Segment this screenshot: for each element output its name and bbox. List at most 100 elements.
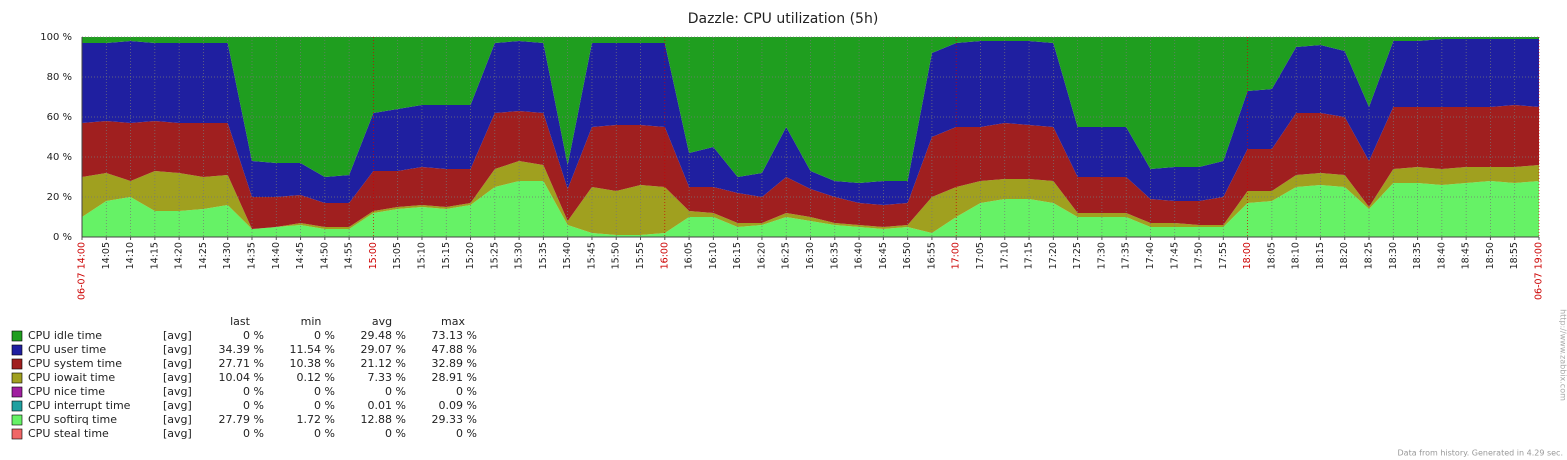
x-tick-label: 17:40 (1145, 242, 1156, 269)
legend-swatch (11, 344, 23, 356)
legend-value: 0 % (314, 385, 335, 398)
legend-function: [avg] (163, 343, 192, 356)
x-tick-label: 18:10 (1291, 242, 1302, 269)
y-tick-label: 100 % (40, 32, 72, 43)
x-tick-label: 18:15 (1315, 242, 1326, 269)
legend-value: 10.04 % (219, 371, 264, 384)
x-tick-label: 17:45 (1169, 242, 1180, 269)
legend-entry: CPU softirq time (28, 413, 117, 426)
legend-function: [avg] (163, 329, 192, 342)
legend-entry: CPU user time (28, 343, 106, 356)
x-tick-label: 16:00 (659, 242, 670, 269)
x-tick-label: 14:50 (319, 242, 330, 269)
x-tick-label: 18:20 (1339, 242, 1350, 269)
legend-value: 73.13 % (432, 329, 477, 342)
x-tick-label: 16:45 (878, 242, 889, 269)
x-tick-label: 18:40 (1436, 242, 1447, 269)
legend-swatch (11, 386, 23, 398)
legend-value: 0 % (385, 427, 406, 440)
legend-value: 10.38 % (290, 357, 335, 370)
x-tick-label: 17:25 (1072, 242, 1083, 269)
footer: Data from history. Generated in 4.29 sec… (1398, 449, 1563, 458)
legend-value: 21.12 % (361, 357, 406, 370)
x-tick-label: 17:05 (975, 242, 986, 269)
x-tick-label: 16:05 (684, 242, 695, 269)
x-tick-label: 16:30 (805, 242, 816, 269)
legend-value: 1.72 % (297, 413, 335, 426)
legend-value: 0 % (314, 399, 335, 412)
x-tick-label: 14:10 (125, 242, 136, 269)
x-tick-label: 17:50 (1194, 242, 1205, 269)
x-tick-label: 15:30 (514, 242, 525, 269)
legend-value: 0 % (243, 329, 264, 342)
x-tick-label: 15:45 (586, 242, 597, 269)
x-tick-label: 16:10 (708, 242, 719, 269)
x-tick-label: 14:35 (246, 242, 257, 269)
x-tick-label: 17:55 (1218, 242, 1229, 269)
x-tick-label: 15:05 (392, 242, 403, 269)
x-tick-label: 15:35 (538, 242, 549, 269)
legend-swatch (11, 358, 23, 370)
legend-value: 29.48 % (361, 329, 406, 342)
legend-value: 0 % (243, 385, 264, 398)
x-tick-label: 18:05 (1266, 242, 1277, 269)
x-tick-label: 15:00 (368, 242, 379, 269)
x-tick-label: 16:55 (926, 242, 937, 269)
legend-function: [avg] (163, 399, 192, 412)
legend-value: 27.79 % (219, 413, 264, 426)
x-tick-label: 15:15 (441, 242, 452, 269)
x-tick-label: 15:55 (635, 242, 646, 269)
legend-value: 0 % (314, 329, 335, 342)
x-tick-label: 17:20 (1048, 242, 1059, 269)
legend-value: 29.33 % (432, 413, 477, 426)
legend-value: 0 % (456, 385, 477, 398)
legend-entry: CPU idle time (28, 329, 102, 342)
x-tick-label: 18:35 (1412, 242, 1423, 269)
x-tick-label: 14:25 (198, 242, 209, 269)
legend-value: 0 % (385, 385, 406, 398)
legend-value: 0 % (243, 399, 264, 412)
legend-swatch (11, 428, 23, 440)
x-tick-label: 17:00 (951, 242, 962, 269)
legend-value: 0 % (314, 427, 335, 440)
y-tick-label: 0 % (53, 232, 72, 243)
x-tick-label: 14:30 (222, 242, 233, 269)
x-tick-label: 14:05 (101, 242, 112, 269)
x-tick-label: 16:50 (902, 242, 913, 269)
legend-entry: CPU iowait time (28, 371, 115, 384)
legend-function: [avg] (163, 413, 192, 426)
legend-value: 32.89 % (432, 357, 477, 370)
legend-entry: CPU system time (28, 357, 122, 370)
x-tick-label: 06-07 19:00 (1534, 242, 1545, 300)
legend-function: [avg] (163, 427, 192, 440)
legend-value: 0.09 % (439, 399, 477, 412)
legend-header: avg (372, 315, 392, 328)
x-tick-label: 15:20 (465, 242, 476, 269)
y-tick-label: 80 % (47, 72, 72, 83)
chart-title: Dazzle: CPU utilization (5h) (688, 11, 879, 27)
watermark: http://www.zabbix.com (1559, 309, 1567, 401)
x-tick-label: 16:40 (854, 242, 865, 269)
x-tick-label: 06-07 14:00 (77, 242, 88, 300)
legend-function: [avg] (163, 385, 192, 398)
x-tick-label: 16:20 (756, 242, 767, 269)
x-tick-label: 18:00 (1242, 242, 1253, 269)
legend-value: 12.88 % (361, 413, 406, 426)
legend-value: 34.39 % (219, 343, 264, 356)
legend-swatch (11, 372, 23, 384)
x-tick-label: 15:40 (562, 242, 573, 269)
x-tick-label: 18:30 (1388, 242, 1399, 269)
legend-value: 0.12 % (297, 371, 335, 384)
legend-entry: CPU interrupt time (28, 399, 131, 412)
x-tick-label: 18:55 (1509, 242, 1520, 269)
x-tick-label: 14:55 (344, 242, 355, 269)
x-tick-label: 17:35 (1121, 242, 1132, 269)
legend-value: 7.33 % (368, 371, 406, 384)
legend-header: min (301, 315, 322, 328)
legend-value: 27.71 % (219, 357, 264, 370)
legend-swatch (11, 414, 23, 426)
x-tick-label: 18:45 (1461, 242, 1472, 269)
legend-entry: CPU steal time (28, 427, 109, 440)
